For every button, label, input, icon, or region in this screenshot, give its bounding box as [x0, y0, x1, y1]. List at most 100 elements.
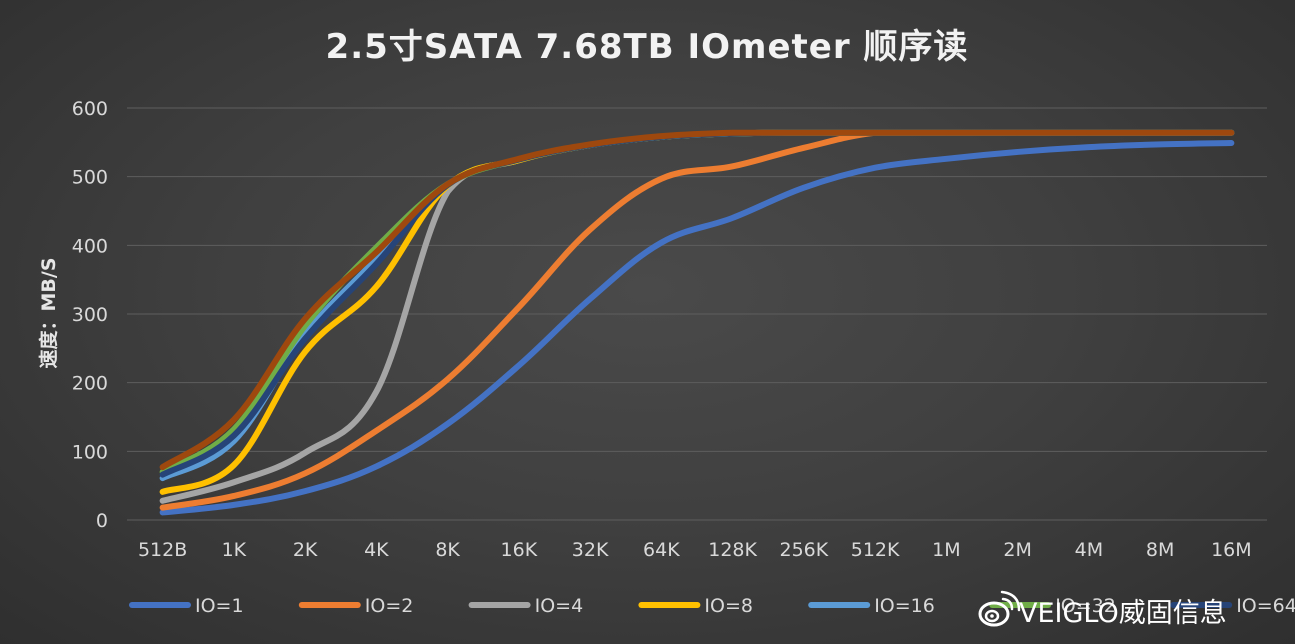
data-point [1228, 130, 1234, 136]
x-tick-label: 16M [1211, 539, 1252, 561]
x-tick-label: 8K [435, 539, 460, 561]
x-tick-label: 8M [1146, 539, 1174, 561]
data-point [160, 509, 166, 516]
data-point [516, 362, 522, 369]
data-point [373, 261, 379, 267]
data-point [373, 283, 379, 290]
x-tick-label: 2K [293, 539, 318, 561]
x-tick-label: 256K [780, 539, 829, 561]
data-point [872, 165, 878, 171]
data-point [1228, 140, 1234, 146]
legend-item: IO=16 [808, 595, 935, 617]
data-point [231, 493, 237, 499]
legend-item: IO=8 [638, 595, 753, 617]
data-point [587, 296, 593, 302]
data-point [1157, 141, 1163, 147]
x-tick-label: 64K [643, 539, 680, 561]
data-point [730, 130, 736, 136]
data-point [516, 156, 522, 162]
data-point [231, 479, 237, 485]
legend-label: IO=4 [535, 595, 584, 617]
y-axis-label: 速度：MB/S [37, 257, 60, 368]
y-tick-label: 300 [72, 304, 108, 326]
legend-item: IO=4 [468, 595, 584, 617]
data-point [160, 489, 166, 495]
data-point [801, 185, 807, 191]
data-point [373, 463, 379, 470]
x-tick-label: 1K [222, 539, 247, 561]
data-point [587, 226, 593, 233]
y-tick-label: 100 [72, 441, 108, 463]
y-tick-label: 500 [72, 167, 108, 189]
x-tick-label: 4M [1075, 539, 1103, 561]
data-point [658, 133, 664, 139]
data-point [801, 130, 807, 136]
x-tick-label: 512B [138, 539, 187, 561]
x-tick-label: 4K [364, 539, 389, 561]
data-point [302, 450, 308, 456]
series-lines [159, 129, 1235, 516]
data-point [160, 505, 166, 511]
data-point [302, 488, 308, 494]
data-point [373, 428, 379, 434]
data-point [730, 163, 736, 169]
data-point [302, 336, 308, 342]
y-tick-label: 600 [72, 98, 108, 120]
series-line [159, 140, 1235, 516]
legend-label: IO=2 [365, 595, 414, 617]
data-point [160, 498, 166, 504]
x-axis-ticks: 512B 1K 2K 4K 8K 16K 32K 64K 128K 256K 512K 1M 2M 4M 8… [138, 539, 1252, 561]
data-point [160, 472, 166, 478]
data-point [801, 145, 807, 151]
data-point [231, 417, 237, 423]
data-point [231, 462, 237, 468]
data-point [373, 249, 379, 255]
data-point [302, 349, 308, 355]
chart-title: 2.5寸SATA 7.68TB IOmeter 顺序读 [326, 27, 969, 67]
legend-item: IO=64 [1170, 595, 1295, 617]
weibo-logo-icon [978, 590, 1021, 627]
legend-item: IO=1 [129, 595, 244, 617]
series-io-128 [159, 129, 1235, 471]
x-tick-label: 2M [1003, 539, 1031, 561]
y-tick-label: 0 [96, 510, 108, 532]
legend-label: IO=64 [1236, 595, 1295, 617]
data-point [373, 388, 379, 395]
data-point [302, 470, 308, 476]
y-tick-label: 400 [72, 235, 108, 257]
watermark-text: VEIGLO威固信息 [1019, 598, 1227, 629]
data-point [1015, 149, 1021, 155]
x-tick-label: 16K [501, 539, 538, 561]
legend-label: IO=1 [195, 595, 244, 617]
data-point [445, 376, 451, 382]
series-io-1 [159, 140, 1235, 516]
data-point [1086, 130, 1092, 136]
data-point [1015, 130, 1021, 136]
data-point [658, 239, 664, 246]
series-line [159, 129, 1235, 471]
y-tick-label: 200 [72, 373, 108, 395]
data-point [231, 502, 237, 508]
legend-item: IO=2 [298, 595, 414, 617]
x-tick-label: 32K [572, 539, 609, 561]
legend-label: IO=16 [874, 595, 935, 617]
data-point [872, 130, 878, 136]
data-point [302, 316, 308, 322]
data-point [943, 156, 949, 162]
data-point [730, 215, 736, 221]
data-point [231, 432, 237, 439]
x-tick-label: 1M [932, 539, 960, 561]
watermark: VEIGLO威固信息 [978, 590, 1227, 629]
data-point [943, 130, 949, 136]
data-point [445, 421, 451, 427]
data-point [1086, 144, 1092, 150]
data-point [658, 176, 664, 182]
legend-label: IO=32 [1055, 595, 1116, 617]
data-point [516, 304, 522, 310]
data-point [445, 181, 451, 187]
data-point [160, 464, 166, 470]
legend-label: IO=8 [704, 595, 753, 617]
